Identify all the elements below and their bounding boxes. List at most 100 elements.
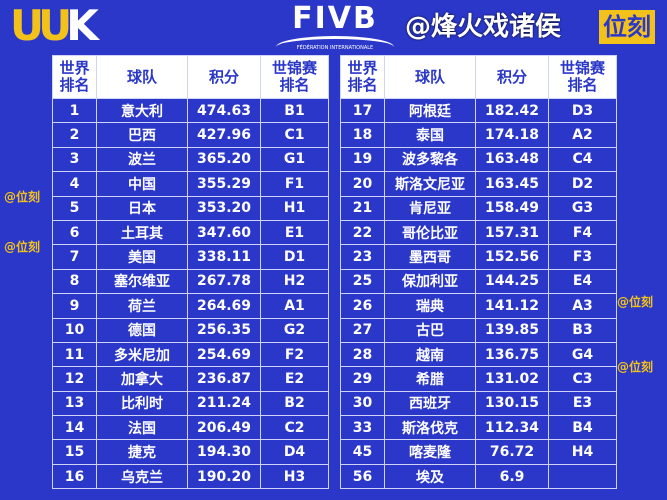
table-row: 12 加拿大 236.87 E2 [52,366,329,392]
table-row: 30 西班牙 130.15 E3 [340,390,617,417]
rank-cell: 18 [340,122,385,148]
table-row: 56 埃及 6.9 [340,463,617,490]
points-cell: 347.60 [187,219,261,246]
rank-cell: 28 [340,341,385,368]
points-cell: 194.30 [187,439,261,465]
table-row: 7 美国 338.11 D1 [52,244,329,270]
points-cell: 211.24 [187,390,261,417]
points-cell: 76.72 [475,439,549,465]
watermark: @位刻 [4,190,41,204]
column-header: 积分 [187,55,261,99]
table-row: 5 日本 353.20 H1 [52,195,329,221]
points-cell: 190.20 [187,463,261,490]
table-row: 13 比利时 211.24 B2 [52,390,329,417]
rank-cell: 3 [52,146,97,173]
points-cell: 6.9 [475,463,549,490]
watermark: @位刻 [4,240,41,254]
table-row: 25 保加利亚 144.25 E4 [340,268,617,295]
rank-cell: 33 [340,415,385,441]
group-cell: F1 [260,171,329,197]
group-cell: D2 [548,171,617,197]
table-row: 8 塞尔维亚 267.78 H2 [52,268,329,295]
table-row: 21 肯尼亚 158.49 G3 [340,195,617,221]
group-cell: E3 [548,390,617,417]
points-cell: 130.15 [475,390,549,417]
column-header: 世锦赛 排名 [548,55,617,99]
rank-cell: 11 [52,341,97,368]
points-cell: 427.96 [187,122,261,148]
column-header: 世锦赛 排名 [260,55,329,99]
points-cell: 112.34 [475,415,549,441]
table-row: 6 土耳其 347.60 E1 [52,219,329,246]
table-row: 45 喀麦隆 76.72 H4 [340,439,617,465]
points-cell: 206.49 [187,415,261,441]
group-cell: F3 [548,244,617,270]
points-cell: 236.87 [187,366,261,392]
rank-cell: 22 [340,219,385,246]
table-row: 33 斯洛伐克 112.34 B4 [340,415,617,441]
group-cell: H2 [260,268,329,295]
table-row: 3 波兰 365.20 G1 [52,146,329,173]
rank-cell: 16 [52,463,97,490]
team-cell: 瑞典 [384,293,476,319]
team-cell: 斯洛伐克 [384,415,476,441]
table-row: 14 法国 206.49 C2 [52,415,329,441]
points-cell: 254.69 [187,341,261,368]
table-row: 27 古巴 139.85 B3 [340,317,617,343]
rank-cell: 8 [52,268,97,295]
group-cell: D3 [548,97,617,124]
rank-cell: 17 [340,97,385,124]
group-cell: F2 [260,341,329,368]
points-cell: 163.45 [475,171,549,197]
team-cell: 乌克兰 [96,463,188,490]
points-cell: 365.20 [187,146,261,173]
group-cell: E2 [260,366,329,392]
group-cell: C4 [548,146,617,173]
group-cell: C1 [260,122,329,148]
rank-cell: 19 [340,146,385,173]
team-cell: 西班牙 [384,390,476,417]
team-cell: 希腊 [384,366,476,392]
group-cell: G4 [548,341,617,368]
team-cell: 古巴 [384,317,476,343]
group-cell: B3 [548,317,617,343]
group-cell: H3 [260,463,329,490]
table-row: 18 泰国 174.18 A2 [340,122,617,148]
group-cell: D1 [260,244,329,270]
team-cell: 美国 [96,244,188,270]
group-cell: G1 [260,146,329,173]
points-cell: 139.85 [475,317,549,343]
table-row: 11 多米尼加 254.69 F2 [52,341,329,368]
team-cell: 肯尼亚 [384,195,476,221]
group-cell: B1 [260,97,329,124]
team-cell: 越南 [384,341,476,368]
table-row: 16 乌克兰 190.20 H3 [52,463,329,490]
team-cell: 德国 [96,317,188,343]
column-header: 球队 [96,55,188,99]
group-cell: C2 [260,415,329,441]
group-cell: H4 [548,439,617,465]
team-cell: 日本 [96,195,188,221]
table-row: 10 德国 256.35 G2 [52,317,329,343]
points-cell: 144.25 [475,268,549,295]
points-cell: 152.56 [475,244,549,270]
rank-cell: 23 [340,244,385,270]
table-row: 1 意大利 474.63 B1 [52,97,329,124]
column-header: 积分 [475,55,549,99]
table-row: 29 希腊 131.02 C3 [340,366,617,392]
column-header: 世界 排名 [52,55,97,99]
rank-cell: 10 [52,317,97,343]
team-cell: 波多黎各 [384,146,476,173]
rank-cell: 2 [52,122,97,148]
group-cell: C3 [548,366,617,392]
points-cell: 163.48 [475,146,549,173]
rank-cell: 30 [340,390,385,417]
points-cell: 157.31 [475,219,549,246]
group-cell: G2 [260,317,329,343]
rank-cell: 9 [52,293,97,319]
points-cell: 267.78 [187,268,261,295]
column-header: 世界 排名 [340,55,385,99]
team-cell: 比利时 [96,390,188,417]
group-cell: E1 [260,219,329,246]
team-cell: 意大利 [96,97,188,124]
